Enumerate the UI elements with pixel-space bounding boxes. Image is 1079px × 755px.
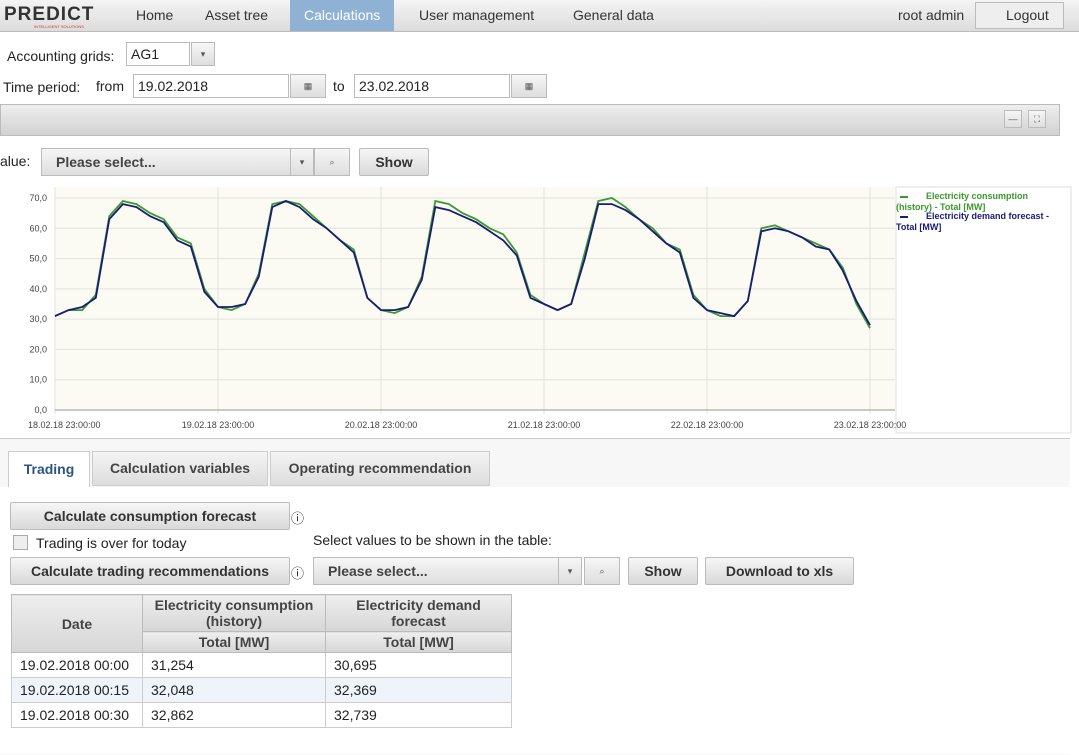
download-button[interactable]: Download to xls (705, 557, 854, 585)
y-tick-label: 40,0 (29, 284, 47, 294)
x-tick-label: 20.02.18 23:00:00 (345, 420, 418, 430)
legend-entry: Electricity demand forecast - Total [MW] (896, 211, 1050, 232)
data-table: Date Electricity consumption (history) E… (11, 594, 512, 728)
y-tick-label: 50,0 (29, 254, 47, 264)
series-line (54, 200, 871, 326)
legend-label: Electricity consumption (history) - Tota… (896, 191, 1029, 212)
tab[interactable]: Calculation variables (92, 451, 268, 486)
panel-header (0, 104, 1060, 136)
info-icon[interactable]: ⓘ (291, 566, 305, 581)
show-button[interactable]: Show (359, 148, 429, 176)
to-input[interactable]: 23.02.2018 (354, 74, 510, 98)
tab[interactable]: Trading (8, 451, 90, 488)
label: Select values to be shown in the table: (313, 532, 552, 548)
x-tick-label: 18.02.18 23:00:00 (28, 420, 101, 430)
header: Electricity consumption (history) (142, 594, 326, 632)
y-tick-label: 0,0 (34, 405, 47, 415)
y-tick-label: 20,0 (29, 344, 47, 354)
y-tick-label: 60,0 (29, 223, 47, 233)
plot-bg (55, 187, 895, 411)
chart: 0,0 10,0 20,0 30,0 40,0 50,0 60,0 70,0 18.02.18 … (28, 186, 1072, 434)
label: Accounting grids: (7, 48, 115, 64)
logo: PREDICT (4, 4, 95, 25)
search[interactable]: ⌕ (584, 557, 620, 585)
nav-item[interactable]: General data (573, 7, 654, 23)
from-input[interactable]: 19.02.2018 (133, 74, 289, 98)
label: alue: (0, 153, 31, 169)
legend-entry: Electricity consumption (history) - Tota… (896, 191, 1029, 212)
nav-bar: PREDICT INTELLIGENT SOLUTIONS Home Asset… (0, 0, 1079, 32)
table-cell: 31,254 (142, 652, 326, 678)
subheader: Total [MW] (325, 631, 512, 653)
minimize[interactable]: — (1004, 110, 1022, 128)
user: root admin (898, 7, 965, 23)
dropdown[interactable]: ▾ (290, 148, 314, 176)
calendar[interactable]: ▦ (511, 74, 547, 98)
dropdown[interactable]: ▾ (191, 42, 215, 66)
nav-item[interactable]: User management (419, 7, 535, 23)
tab[interactable]: Operating recommendation (270, 451, 490, 486)
nav-item[interactable]: Calculations (290, 0, 395, 31)
nav-item[interactable]: Home (136, 7, 174, 23)
x-tick-label: 19.02.18 23:00:00 (182, 420, 255, 430)
grid-select[interactable]: AG1 (126, 42, 190, 66)
table-cell: 19.02.2018 00:30 (11, 702, 143, 728)
label: to (333, 78, 345, 94)
logo-sub: INTELLIGENT SOLUTIONS (34, 24, 84, 29)
x-tick-label: 23.02.18 23:00:00 (834, 420, 907, 430)
table-row[interactable]: 19.02.2018 00:15 32,048 32,369 (11, 677, 512, 703)
table-cell: 32,369 (325, 677, 512, 703)
y-tick-label: 30,0 (29, 314, 47, 324)
calendar[interactable]: ▦ (290, 74, 326, 98)
subheader: Total [MW] (142, 631, 326, 653)
dropdown[interactable]: ▾ (558, 557, 582, 585)
header: Electricity demand forecast (325, 594, 512, 632)
table-cell: 32,862 (142, 702, 326, 728)
calc-forecast-button[interactable]: Calculate consumption forecast (10, 502, 290, 530)
table-row[interactable]: 19.02.2018 00:00 31,254 30,695 (11, 652, 512, 678)
calc-reco-button[interactable]: Calculate trading recommendations (10, 557, 290, 585)
table-cell: 19.02.2018 00:15 (11, 677, 143, 703)
logout[interactable]: Logout (975, 2, 1064, 29)
x-tick-label: 21.02.18 23:00:00 (508, 420, 581, 430)
table-row[interactable]: 19.02.2018 00:30 32,862 32,739 (11, 702, 512, 728)
y-tick-label: 70,0 (29, 193, 47, 203)
show-button[interactable]: Show (628, 557, 698, 585)
search[interactable]: ⌕ (314, 148, 350, 176)
y-tick-label: 10,0 (29, 375, 47, 385)
legend-label: Electricity demand forecast - Total [MW] (896, 211, 1050, 232)
header: Date (11, 594, 143, 653)
table-cell: 32,048 (142, 677, 326, 703)
table-cell: 19.02.2018 00:00 (11, 652, 143, 678)
label: from (96, 78, 124, 94)
table-cell: 30,695 (325, 652, 512, 678)
value-select[interactable]: Please select... (41, 148, 312, 176)
info-icon[interactable]: ⓘ (291, 511, 305, 526)
x-tick-label: 22.02.18 23:00:00 (671, 420, 744, 430)
nav-item[interactable]: Asset tree (205, 7, 269, 23)
checkbox[interactable] (13, 535, 28, 550)
table-cell: 32,739 (325, 702, 512, 728)
maximize[interactable]: ⛶ (1028, 110, 1046, 128)
checkbox-label: Trading is over for today (36, 535, 187, 551)
legend-box (895, 186, 1072, 434)
table-select[interactable]: Please select... (313, 557, 569, 585)
label: Time period: (3, 79, 81, 95)
